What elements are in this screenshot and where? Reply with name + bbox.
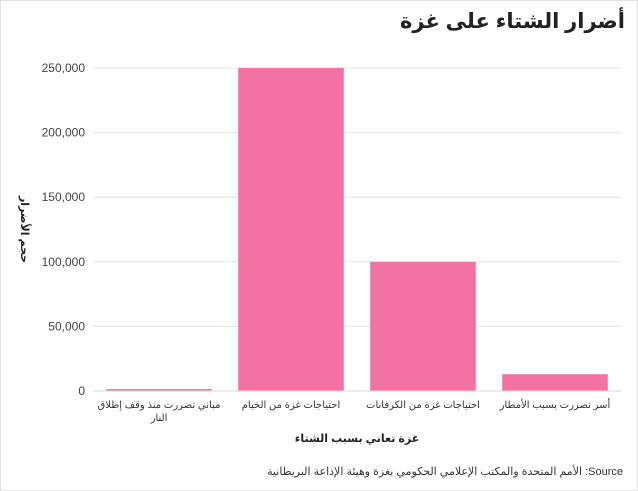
category-label: احتياجات غزة من الخيام [242, 400, 341, 411]
bar-chart: 0 50,000 100,000 150,000 200,000 250,000 مبان… [18, 61, 621, 445]
y-tick-labels: 0 50,000 100,000 150,000 200,000 250,000 [42, 61, 86, 398]
y-tick-label: 250,000 [42, 61, 86, 75]
category-labels: مباني تضررت منذ وقف إطلاق النار احتياجات غ… [98, 398, 611, 424]
bar[interactable] [370, 261, 476, 391]
bar[interactable] [238, 68, 344, 391]
category-label: احتياجات غزة من الكرفانات [366, 400, 480, 411]
chart-title: أضرار الشتاء على غزة [400, 10, 625, 33]
bar[interactable] [502, 374, 608, 391]
category-label: مباني تضررت منذ وقف إطلاق النار [98, 400, 221, 424]
y-tick-label: 0 [78, 384, 85, 398]
y-tick-label: 100,000 [42, 255, 86, 269]
y-tick-label: 150,000 [42, 190, 86, 204]
bar[interactable] [106, 389, 212, 391]
gridlines [93, 67, 621, 327]
x-axis-title: غزة تعاني بسبب الشتاء [295, 433, 420, 445]
y-tick-label: 50,000 [48, 319, 85, 333]
source-note: Source: الأمم المتحدة والمكتب الإعلامي ا… [267, 466, 623, 478]
bars [106, 68, 608, 391]
category-label: أسر تضررت بسبب الأمطار [499, 398, 611, 411]
y-tick-label: 200,000 [42, 126, 86, 140]
y-axis-title: حجم الأضرار [18, 195, 32, 263]
